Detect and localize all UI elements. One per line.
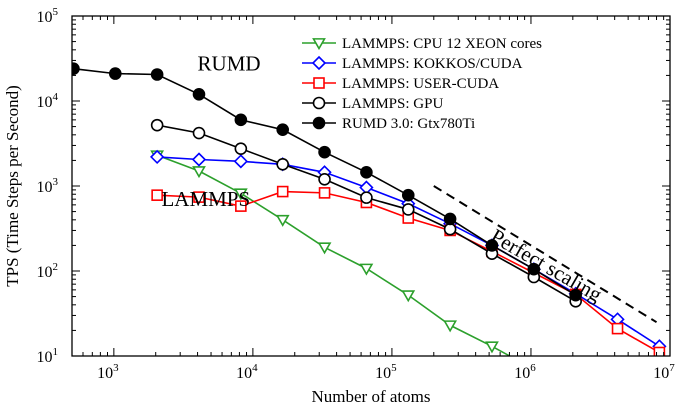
data-point: [485, 239, 499, 252]
y-tick-label: 102: [37, 261, 59, 281]
data-point: [150, 68, 164, 81]
data-point: [275, 214, 290, 227]
data-point: [401, 290, 416, 303]
tick-labels-layer: 103 104 105 106 107 101 102 103 104 105: [37, 6, 676, 382]
legend-label: LAMMPS: GPU: [342, 96, 443, 112]
data-point: [360, 165, 373, 179]
legend-item: LAMMPS: GPU: [302, 96, 443, 112]
data-point: [276, 123, 290, 136]
legend: LAMMPS: CPU 12 XEON cores LAMMPS: KOKKOS/…: [302, 36, 542, 132]
series-0: [150, 150, 512, 356]
x-axis-label: Number of atoms: [312, 387, 431, 406]
perfect-scaling-line: [433, 185, 658, 324]
data-point: [401, 188, 415, 202]
data-point: [485, 341, 499, 354]
y-tick-label: 101: [37, 346, 59, 366]
data-point: [611, 322, 624, 335]
data-point: [233, 154, 248, 169]
data-point: [276, 185, 289, 198]
data-point: [193, 191, 205, 203]
series-layer: [72, 62, 667, 356]
series-line: [157, 156, 660, 347]
legend-item: RUMD 3.0: Gtx780Ti: [302, 116, 475, 132]
data-point: [72, 62, 80, 75]
series-line: [156, 154, 512, 356]
annotation-perfect-scaling: Perfect scaling: [487, 224, 607, 307]
axes-layer: [71, 15, 671, 357]
data-point: [235, 200, 247, 212]
y-axis-label: TPS (Time Steps per Second): [3, 85, 22, 287]
data-point: [443, 222, 457, 236]
annotation-lammps: LAMMPS: [161, 187, 250, 211]
data-point: [234, 142, 248, 155]
legend-label: LAMMPS: KOKKOS/CUDA: [342, 56, 523, 72]
legend-marker: [313, 77, 325, 89]
y-tick-label: 104: [37, 91, 59, 111]
data-point: [318, 145, 331, 159]
legend-marker: [311, 55, 327, 71]
x-tick-label: 106: [514, 362, 536, 382]
legend-marker: [312, 96, 326, 110]
data-point: [360, 191, 373, 204]
data-point: [192, 126, 206, 140]
data-point: [192, 166, 206, 179]
data-point: [150, 149, 165, 165]
data-point: [359, 263, 374, 276]
legend-item: LAMMPS: KOKKOS/CUDA: [302, 55, 523, 72]
data-point: [653, 346, 666, 356]
legend-label: LAMMPS: USER-CUDA: [342, 76, 499, 92]
data-point: [108, 67, 122, 80]
legend-item: LAMMPS: USER-CUDA: [302, 76, 499, 92]
y-tick-label: 103: [37, 176, 59, 196]
legend-label: LAMMPS: CPU 12 XEON cores: [342, 36, 542, 52]
data-point: [233, 188, 248, 201]
series-3: [150, 118, 582, 308]
legend-marker: [312, 38, 326, 51]
legend-item: LAMMPS: CPU 12 XEON cores: [302, 36, 542, 52]
x-tick-label: 105: [375, 362, 397, 382]
x-tick-label: 103: [97, 362, 119, 382]
y-tick-label: 105: [37, 6, 59, 26]
data-point: [318, 187, 331, 199]
annotation-rumd: RUMD: [198, 51, 261, 75]
data-point: [192, 87, 206, 101]
data-point: [276, 158, 290, 171]
x-tick-label: 104: [236, 362, 258, 382]
data-point: [151, 189, 163, 201]
data-point: [443, 320, 457, 333]
legend-marker: [312, 116, 326, 130]
legend-label: RUMD 3.0: Gtx780Ti: [342, 116, 475, 132]
data-point: [191, 152, 207, 167]
series-1: [150, 149, 667, 354]
data-point: [527, 262, 541, 276]
data-point: [318, 172, 331, 186]
data-point: [234, 113, 248, 127]
data-point: [401, 203, 415, 216]
data-point: [150, 118, 164, 132]
x-tick-label: 107: [653, 362, 675, 382]
data-point: [569, 288, 582, 302]
data-point: [317, 242, 332, 255]
series-4: [72, 62, 582, 302]
data-point: [443, 212, 457, 226]
